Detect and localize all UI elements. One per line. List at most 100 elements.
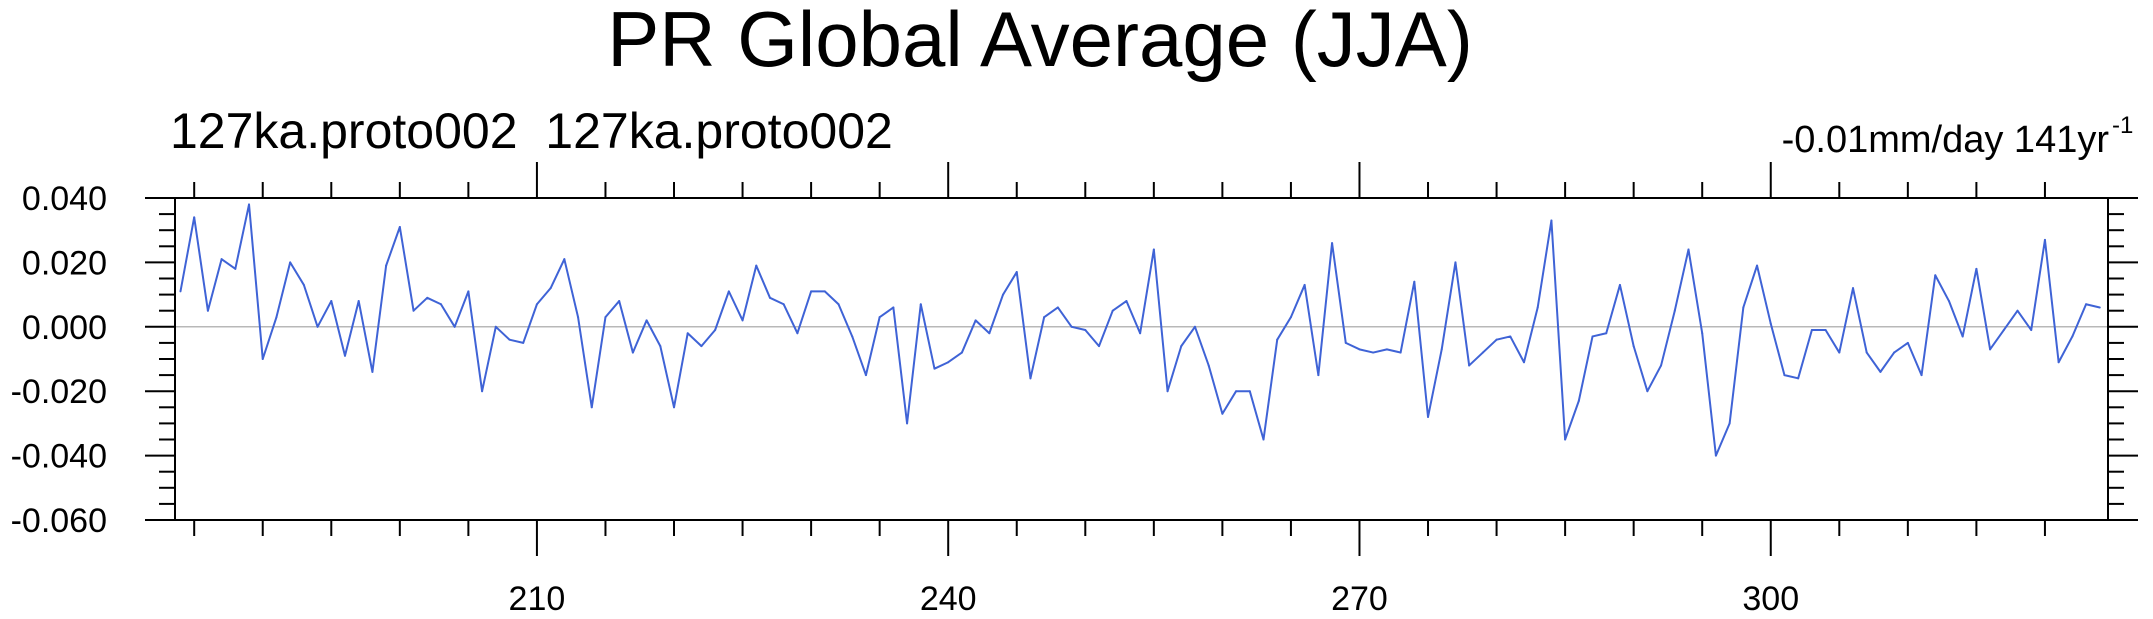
data-point [796, 332, 799, 335]
data-point [522, 341, 525, 344]
data-point [864, 374, 867, 377]
data-point [727, 290, 730, 293]
x-tick-label: 210 [509, 580, 566, 618]
data-point [343, 354, 346, 357]
data-point [1289, 316, 1292, 319]
data-point [1618, 283, 1621, 286]
data-point [947, 361, 950, 364]
data-point [782, 303, 785, 306]
data-point [1427, 415, 1430, 418]
data-point [988, 332, 991, 335]
y-tick-label: -0.020 [11, 373, 107, 411]
data-point [1646, 390, 1649, 393]
data-point [439, 303, 442, 306]
data-point [302, 283, 305, 286]
data-point [549, 287, 552, 290]
left-string: 127ka.proto002 127ka.proto002 [170, 103, 893, 159]
data-point [919, 303, 922, 306]
data-point [1193, 325, 1196, 328]
data-point [1372, 351, 1375, 354]
data-point [1331, 242, 1334, 245]
data-point [453, 325, 456, 328]
data-point [974, 319, 977, 322]
data-point [330, 300, 333, 303]
data-point [1550, 219, 1553, 222]
data-point [398, 225, 401, 228]
data-point [1152, 248, 1155, 251]
y-tick-label: 0.040 [22, 180, 107, 218]
data-point [1893, 351, 1896, 354]
data-point [1756, 264, 1759, 267]
data-point [1838, 351, 1841, 354]
data-point [1591, 335, 1594, 338]
data-point [1235, 390, 1238, 393]
data-point [1468, 364, 1471, 367]
data-point [2043, 238, 2046, 241]
x-tick-label: 240 [920, 580, 977, 618]
right-string: -0.01mm/day 141yr [1782, 119, 2110, 161]
plot-frame [174, 197, 2109, 521]
data-point [1413, 280, 1416, 283]
data-point [1454, 261, 1457, 264]
data-point [1564, 438, 1567, 441]
data-point [673, 406, 676, 409]
data-point [1221, 412, 1224, 415]
data-point [1975, 267, 1978, 270]
data-point [906, 422, 909, 425]
data-point [2071, 335, 2074, 338]
y-tick-label: 0.020 [22, 244, 107, 282]
data-point [1605, 332, 1608, 335]
data-point [837, 303, 840, 306]
data-point [179, 290, 182, 293]
data-point [1043, 316, 1046, 319]
data-point [481, 390, 484, 393]
data-point [768, 296, 771, 299]
data-point [1947, 300, 1950, 303]
data-point [1714, 454, 1717, 457]
x-tick-label: 300 [1742, 580, 1799, 618]
data-point [1015, 271, 1018, 274]
y-tick-label: -0.060 [11, 502, 107, 540]
data-point [1358, 348, 1361, 351]
series-layer [179, 203, 2101, 457]
data-point [1701, 332, 1704, 335]
data-point [810, 290, 813, 293]
plot-axes: 210 240 270 300 0.040 0.020 0.000 -0.020 -0.040 -… [11, 162, 2138, 618]
data-point [1920, 374, 1923, 377]
data-point [933, 367, 936, 370]
data-point [494, 325, 497, 328]
y-tick-label: 0.000 [22, 309, 107, 347]
data-point [755, 264, 758, 267]
data-point [1742, 306, 1745, 309]
data-point [1769, 322, 1772, 325]
data-point [412, 309, 415, 312]
data-point [851, 335, 854, 338]
data-point [618, 300, 621, 303]
data-point [1961, 335, 1964, 338]
data-point [1002, 293, 1005, 296]
data-point [1399, 351, 1402, 354]
y-tick-label: -0.040 [11, 438, 107, 476]
data-point [878, 316, 881, 319]
data-point [2085, 303, 2088, 306]
data-point [1385, 348, 1388, 351]
data-point [2098, 306, 2101, 309]
data-point [535, 303, 538, 306]
data-point [426, 296, 429, 299]
data-point [275, 316, 278, 319]
data-point [261, 358, 264, 360]
data-point [1084, 329, 1087, 332]
data-point [1166, 390, 1169, 393]
data-point [1577, 399, 1580, 402]
data-point [1317, 374, 1320, 377]
data-point [741, 319, 744, 322]
data-point [1824, 329, 1827, 332]
data-point [289, 261, 292, 264]
data-point [1248, 390, 1251, 393]
data-point [1207, 364, 1210, 367]
data-point [1728, 422, 1731, 425]
data-point [316, 325, 319, 328]
data-point [220, 258, 223, 261]
data-point [1865, 351, 1868, 354]
